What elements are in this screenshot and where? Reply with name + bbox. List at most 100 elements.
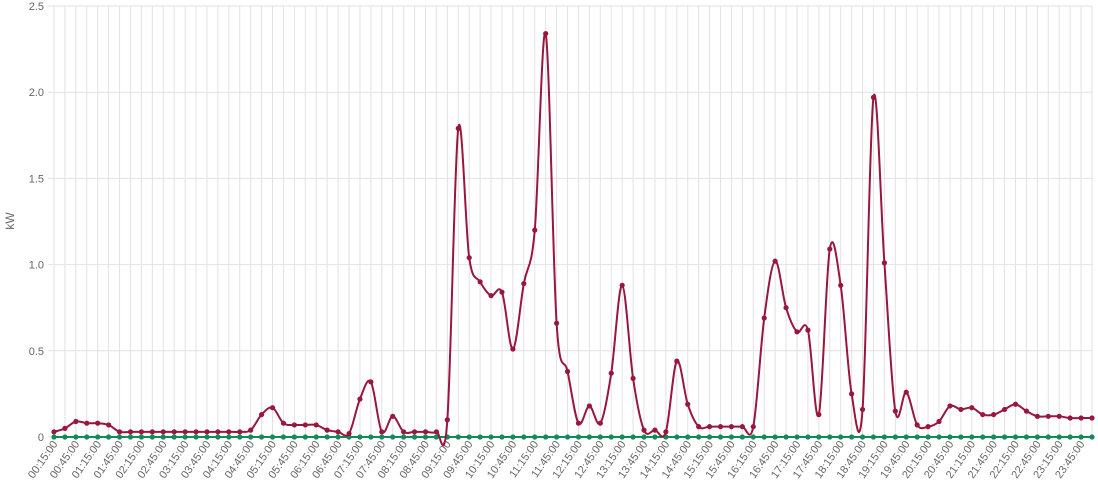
data-point[interactable] (171, 434, 177, 440)
data-point[interactable] (116, 429, 123, 435)
data-point[interactable] (914, 434, 920, 440)
data-point[interactable] (630, 375, 636, 381)
data-point[interactable] (84, 420, 90, 426)
data-point[interactable] (805, 327, 811, 333)
data-point[interactable] (302, 434, 308, 440)
data-point[interactable] (619, 282, 625, 288)
data-point[interactable] (237, 434, 243, 440)
data-point[interactable] (193, 429, 199, 435)
data-point[interactable] (248, 427, 254, 433)
data-point[interactable] (477, 434, 483, 440)
data-point[interactable] (1001, 406, 1008, 413)
data-point[interactable] (1012, 434, 1019, 440)
data-point[interactable] (357, 396, 363, 402)
data-point[interactable] (127, 429, 134, 435)
data-point[interactable] (138, 429, 145, 435)
data-point[interactable] (739, 424, 745, 430)
data-point[interactable] (532, 434, 538, 440)
data-point[interactable] (226, 429, 232, 435)
data-point[interactable] (259, 411, 265, 418)
data-point[interactable] (1001, 434, 1008, 440)
data-point[interactable] (881, 434, 888, 440)
data-point[interactable] (204, 429, 210, 435)
data-point[interactable] (663, 429, 669, 435)
data-point[interactable] (936, 434, 942, 440)
data-point[interactable] (849, 434, 855, 440)
data-point[interactable] (116, 434, 123, 440)
data-point[interactable] (1089, 434, 1095, 440)
data-point[interactable] (422, 429, 429, 435)
data-point[interactable] (761, 315, 767, 321)
data-point[interactable] (1078, 434, 1084, 440)
data-point[interactable] (237, 429, 243, 435)
data-point[interactable] (991, 434, 997, 440)
data-point[interactable] (521, 434, 527, 440)
data-point[interactable] (794, 329, 800, 335)
data-point[interactable] (291, 422, 297, 428)
data-point[interactable] (827, 246, 833, 252)
data-point[interactable] (510, 434, 516, 440)
data-point[interactable] (696, 424, 702, 430)
data-point[interactable] (564, 368, 571, 375)
data-point[interactable] (608, 370, 614, 376)
data-point[interactable] (980, 434, 986, 440)
data-point[interactable] (838, 434, 844, 440)
data-point[interactable] (1045, 413, 1051, 419)
data-point[interactable] (182, 434, 188, 440)
data-point[interactable] (1056, 413, 1062, 419)
data-point[interactable] (586, 434, 592, 440)
data-point[interactable] (1023, 408, 1030, 414)
data-point[interactable] (401, 429, 407, 435)
data-point[interactable] (575, 420, 582, 426)
data-point[interactable] (652, 427, 658, 433)
data-point[interactable] (390, 434, 396, 440)
data-point[interactable] (204, 434, 210, 440)
data-point[interactable] (958, 406, 964, 413)
data-point[interactable] (739, 434, 745, 440)
data-point[interactable] (1034, 434, 1040, 440)
data-point[interactable] (226, 434, 232, 440)
data-point[interactable] (335, 429, 341, 435)
data-point[interactable] (521, 280, 527, 287)
data-point[interactable] (1045, 434, 1051, 440)
data-point[interactable] (1034, 413, 1040, 419)
data-point[interactable] (182, 429, 188, 435)
data-point[interactable] (127, 434, 134, 440)
data-point[interactable] (674, 358, 680, 364)
data-point[interactable] (870, 434, 877, 440)
data-point[interactable] (881, 260, 888, 266)
data-point[interactable] (652, 434, 658, 440)
data-point[interactable] (685, 401, 691, 407)
data-point[interactable] (466, 255, 472, 261)
data-point[interactable] (259, 434, 265, 440)
data-point[interactable] (597, 420, 603, 426)
data-point[interactable] (215, 429, 221, 435)
data-point[interactable] (280, 434, 287, 440)
data-point[interactable] (947, 403, 953, 409)
data-point[interactable] (685, 434, 691, 440)
data-point[interactable] (838, 282, 844, 288)
data-point[interactable] (925, 424, 931, 430)
data-point[interactable] (313, 434, 319, 440)
data-point[interactable] (892, 434, 898, 440)
data-point[interactable] (280, 420, 287, 426)
data-point[interactable] (827, 434, 833, 440)
data-point[interactable] (488, 293, 494, 299)
data-point[interactable] (805, 434, 811, 440)
data-point[interactable] (816, 434, 822, 440)
data-point[interactable] (106, 434, 112, 440)
data-point[interactable] (379, 434, 385, 440)
data-point[interactable] (641, 427, 647, 433)
data-point[interactable] (1067, 434, 1073, 440)
data-point[interactable] (630, 434, 636, 440)
data-point[interactable] (379, 429, 385, 435)
data-point[interactable] (455, 434, 461, 440)
data-point[interactable] (674, 434, 680, 440)
data-point[interactable] (73, 418, 79, 425)
data-point[interactable] (1056, 434, 1062, 440)
data-point[interactable] (859, 406, 866, 413)
data-point[interactable] (51, 429, 57, 435)
data-point[interactable] (608, 434, 614, 440)
data-point[interactable] (783, 305, 789, 311)
data-point[interactable] (728, 424, 735, 430)
